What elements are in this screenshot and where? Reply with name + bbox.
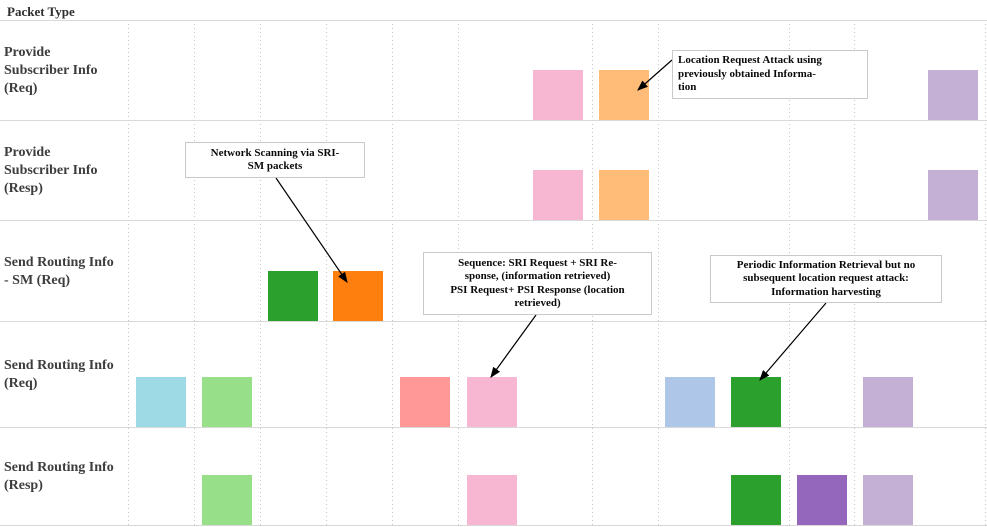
event-marker (202, 377, 252, 427)
annotation-text-line: Sequence: SRI Request + SRI Re- (458, 256, 617, 269)
event-marker (268, 271, 318, 321)
event-marker (467, 475, 517, 525)
packet-row-4: Send Routing Info (Resp) (0, 428, 987, 526)
row-label-line: Subscriber Info (4, 163, 98, 178)
row-label-line: - SM (Req) (4, 272, 71, 288)
annotation-periodic-information-retrieval: Periodic Information Retrieval but no sub… (710, 255, 942, 303)
event-marker (533, 170, 583, 220)
row-label-line: Send Routing Info (4, 358, 114, 373)
annotation-sequence-sri-psi: Sequence: SRI Request + SRI Re-sponse, (… (423, 252, 652, 315)
row-label-line: (Resp) (4, 181, 43, 196)
packet-row-2: Send Routing Info - SM (Req) (0, 221, 987, 322)
event-marker (731, 475, 781, 525)
event-marker (533, 70, 583, 120)
row-label: Send Routing Info - SM (Req) (4, 221, 114, 322)
row-divider (0, 427, 987, 428)
annotation-text-line: SM packets (247, 160, 303, 172)
packet-row-0: Provide Subscriber Info (Req) (0, 21, 987, 121)
row-label-line: Send Routing Info (4, 460, 114, 475)
row-label-line: (Resp) (4, 478, 43, 493)
event-marker (599, 70, 649, 120)
x-gridline (194, 20, 195, 526)
annotation-text-line: tion (678, 81, 697, 94)
annotation-text-line: previously obtained Informa- (678, 67, 816, 80)
row-label: Provide Subscriber Info (Resp) (4, 121, 97, 221)
annotation-text-line: subsequent location request attack: (743, 272, 909, 285)
event-marker (599, 170, 649, 220)
annotation-text-line: retrieved) (514, 297, 561, 309)
chart-title: Packet Type (7, 4, 75, 19)
row-label: Send Routing Info (Req) (4, 322, 114, 428)
annotation-text-line: Periodic Information Retrieval but no (736, 258, 916, 271)
row-label-line: Subscriber Info (4, 63, 98, 78)
event-marker (928, 70, 978, 120)
x-gridline (658, 20, 659, 526)
x-gridline (128, 20, 129, 526)
annotation-text-line: Network Scanning via SRI- (210, 146, 340, 159)
event-marker (400, 377, 450, 427)
event-marker (863, 377, 913, 427)
annotation-text-line: Location Request Attack using (678, 54, 822, 67)
row-divider (0, 120, 987, 121)
x-gridline (985, 20, 986, 526)
event-marker (731, 377, 781, 427)
row-divider (0, 220, 987, 221)
packet-row-1: Provide Subscriber Info (Resp) (0, 121, 987, 221)
row-label: Send Routing Info (Resp) (4, 428, 114, 526)
packet-row-3: Send Routing Info (Req) (0, 322, 987, 428)
event-marker (863, 475, 913, 525)
event-marker (665, 377, 715, 427)
row-label: Provide Subscriber Info (Req) (4, 21, 97, 121)
row-label-line: (Req) (4, 81, 38, 96)
annotation-text-line: sponse, (information retrieved) (464, 270, 611, 282)
row-label-line: Send Routing Info (4, 254, 114, 270)
event-marker (333, 271, 383, 321)
event-marker (467, 377, 517, 427)
annotation-text-line: Information harvesting (771, 285, 881, 298)
event-marker (136, 377, 186, 427)
row-label-line: Provide (4, 45, 51, 60)
row-label-line: (Req) (4, 376, 38, 391)
row-divider (0, 525, 987, 526)
x-gridline (392, 20, 393, 526)
annotation-location-request-attack: Location Request Attack using previously … (672, 50, 868, 99)
annotation-text-line: PSI Request+ PSI Response (location (450, 283, 625, 296)
event-marker (928, 170, 978, 220)
annotation-network-scanning: Network Scanning via SRI- SM packets (185, 142, 365, 178)
event-marker (202, 475, 252, 525)
row-label-line: Provide (4, 145, 51, 160)
header-rule (0, 20, 987, 21)
event-marker (797, 475, 847, 525)
x-gridline (260, 20, 261, 526)
